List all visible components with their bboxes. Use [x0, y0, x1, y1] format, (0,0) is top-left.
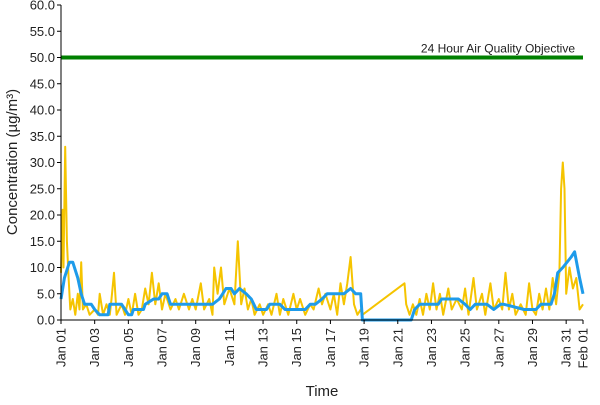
- y-axis-label: Concentration (µg/m³): [4, 89, 21, 235]
- y-tick-label: 45.0: [30, 76, 55, 91]
- x-tick-label: Jan 17: [323, 328, 338, 367]
- x-tick-label: Feb 01: [576, 328, 591, 368]
- x-tick-label: Jan 07: [155, 328, 170, 367]
- x-tick-label: Jan 25: [458, 328, 473, 367]
- x-tick-label: Jan 31: [559, 328, 574, 367]
- x-tick-label: Jan 19: [357, 328, 372, 367]
- x-tick-label: Jan 11: [222, 328, 237, 366]
- x-tick-label: Jan 21: [390, 328, 405, 367]
- x-tick-label: Jan 15: [289, 328, 304, 367]
- y-tick-label: 5.0: [37, 286, 55, 301]
- y-tick-label: 60.0: [30, 0, 55, 13]
- x-tick-label: Jan 27: [491, 328, 506, 367]
- x-tick-label: Jan 29: [525, 328, 540, 367]
- series-line-hourly: [60, 145, 584, 316]
- objective-label: 24 Hour Air Quality Objective: [421, 42, 575, 56]
- x-tick-label: Jan 03: [87, 328, 102, 367]
- y-tick-label: 20.0: [30, 208, 55, 223]
- y-tick-label: 35.0: [30, 129, 55, 144]
- y-tick-label: 0.0: [37, 313, 55, 328]
- y-tick-label: 50.0: [30, 50, 55, 65]
- y-tick-label: 40.0: [30, 103, 55, 118]
- y-tick-label: 25.0: [30, 181, 55, 196]
- x-tick-label: Jan 13: [256, 328, 271, 367]
- y-tick-label: 15.0: [30, 234, 55, 249]
- series-line-rolling-mean: [59, 250, 585, 322]
- x-axis-label: Time: [306, 383, 339, 400]
- y-tick-label: 55.0: [30, 24, 55, 39]
- x-tick-label: Jan 23: [424, 328, 439, 367]
- x-tick-label: Jan 01: [54, 328, 69, 367]
- x-tick-label: Jan 09: [188, 328, 203, 367]
- x-tick-label: Jan 05: [121, 328, 136, 367]
- y-tick-label: 30.0: [30, 155, 55, 170]
- y-tick-label: 10.0: [30, 260, 55, 275]
